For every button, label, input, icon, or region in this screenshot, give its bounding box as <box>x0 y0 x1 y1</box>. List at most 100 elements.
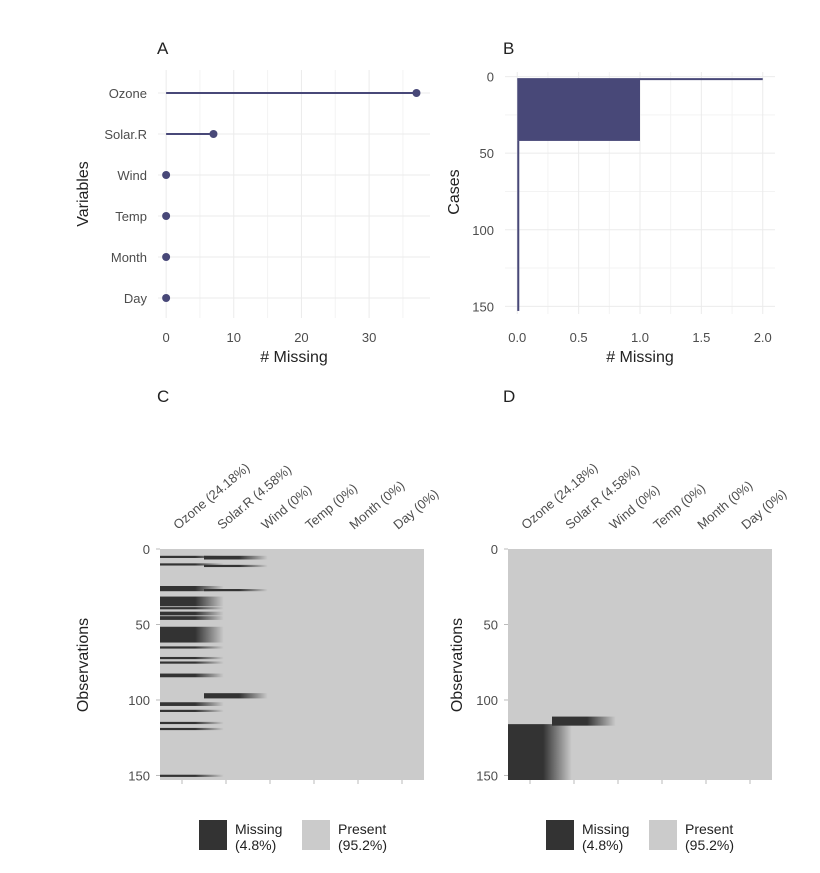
missing-cell <box>160 640 224 643</box>
lollipop-point <box>209 130 218 138</box>
panel-b-title: B <box>503 39 514 58</box>
missing-cell <box>204 694 268 697</box>
missing-cell <box>160 613 224 616</box>
missing-cell <box>204 696 268 699</box>
y-axis-title: Variables <box>75 161 92 227</box>
missing-cell <box>160 585 224 589</box>
legend-c: Missing (4.8%) Present (95.2%) <box>199 820 387 853</box>
missing-cell <box>204 555 268 558</box>
legend-present-pct: (95.2%) <box>338 837 387 853</box>
y-tick-label: Day <box>124 291 148 306</box>
legend-d: Missing (4.8%) Present (95.2%) <box>546 820 734 853</box>
missing-bar <box>517 140 520 311</box>
column-label: Solar.R (4.58%) <box>562 462 642 532</box>
legend-present-pct: (95.2%) <box>685 837 734 853</box>
missing-cell <box>160 589 224 592</box>
missing-cell <box>160 675 224 678</box>
missing-cell <box>160 602 224 605</box>
missing-cell <box>160 617 224 620</box>
missing-bar <box>517 79 640 141</box>
missing-cell <box>160 587 224 590</box>
x-tick-label: 2.0 <box>754 330 772 345</box>
legend-present-label: Present <box>338 821 386 837</box>
missing-cell <box>160 727 224 731</box>
missing-cell <box>160 637 224 640</box>
missing-cell <box>160 646 224 649</box>
missing-cell <box>160 631 224 634</box>
missing-cell <box>204 589 268 592</box>
panel-c-title: C <box>157 387 169 406</box>
missing-cell <box>160 661 224 664</box>
lollipop-point <box>162 253 171 261</box>
x-tick-label: 0.5 <box>570 330 588 345</box>
legend-missing-pct: (4.8%) <box>582 837 623 853</box>
y-tick-label: 150 <box>476 768 498 783</box>
y-tick-label: Solar.R <box>104 127 147 142</box>
missing-cell <box>204 693 268 696</box>
legend-missing-label: Missing <box>235 821 282 837</box>
missing-cell <box>160 626 224 629</box>
missing-block <box>508 724 572 780</box>
legend-present-label: Present <box>685 821 733 837</box>
x-tick-label: 10 <box>227 330 241 345</box>
missing-cell <box>160 632 224 635</box>
missing-cell <box>160 721 224 725</box>
y-axis-title: Cases <box>446 169 463 214</box>
missing-bar <box>517 78 763 81</box>
y-axis-title: Observations <box>449 618 466 712</box>
legend-missing-swatch <box>199 820 227 850</box>
y-tick-label: 150 <box>472 299 494 314</box>
missing-cell <box>160 607 224 610</box>
y-tick-label: 50 <box>480 146 494 161</box>
missing-cell <box>160 774 224 777</box>
missing-cell <box>160 598 224 601</box>
missing-cell <box>160 599 224 602</box>
x-tick-label: 1.0 <box>631 330 649 345</box>
x-tick-label: 1.5 <box>692 330 710 345</box>
missing-cell <box>160 635 224 639</box>
missing-cell <box>160 611 224 614</box>
missing-cell <box>160 604 224 607</box>
legend-present-swatch <box>302 820 330 850</box>
missing-cell <box>160 555 224 558</box>
x-axis-title: # Missing <box>606 349 674 366</box>
y-tick-label: 100 <box>476 693 498 708</box>
legend-missing-label: Missing <box>582 821 629 837</box>
y-tick-label: 0 <box>487 70 494 85</box>
lollipop-point <box>162 212 171 220</box>
legend-missing-swatch <box>546 820 574 850</box>
missing-cell <box>160 702 224 705</box>
missing-cell <box>160 628 224 631</box>
y-tick-label: 0 <box>143 542 150 557</box>
legend-missing-pct: (4.8%) <box>235 837 276 853</box>
panel-a: A 0 10 20 30 Ozone Solar.R Wind Temp Month Day # Mi… <box>75 39 430 366</box>
missing-cell <box>160 656 224 660</box>
y-tick-label: Month <box>111 250 147 265</box>
missing-cell <box>160 638 224 642</box>
missing-cell <box>160 709 224 712</box>
missing-block <box>552 716 616 726</box>
panel-b: B 0.0 0.5 1.0 1.5 2.0 0 50 100 150 # Missing Cases <box>446 39 775 366</box>
y-tick-label: 150 <box>128 768 150 783</box>
heatmap-present-area <box>160 549 424 780</box>
legend-present-swatch <box>649 820 677 850</box>
x-tick-label: 30 <box>362 330 376 345</box>
lollipop-point <box>162 171 171 179</box>
y-tick-label: 0 <box>491 542 498 557</box>
y-tick-label: 100 <box>128 693 150 708</box>
x-tick-label: 0.0 <box>508 330 526 345</box>
y-tick-label: 100 <box>472 223 494 238</box>
column-label: Solar.R (4.58%) <box>214 462 294 532</box>
lollipop-point <box>162 294 171 302</box>
column-label: Ozone (24.18%) <box>518 460 600 532</box>
lollipop-point <box>412 89 421 97</box>
missing-cell <box>160 563 224 566</box>
y-tick-label: 50 <box>136 617 150 632</box>
y-axis-title: Observations <box>75 618 92 712</box>
missing-cell <box>160 673 224 676</box>
missing-cell <box>160 634 224 637</box>
panel-a-title: A <box>157 39 169 58</box>
column-label: Ozone (24.18%) <box>170 460 252 532</box>
missing-cell <box>204 557 268 560</box>
